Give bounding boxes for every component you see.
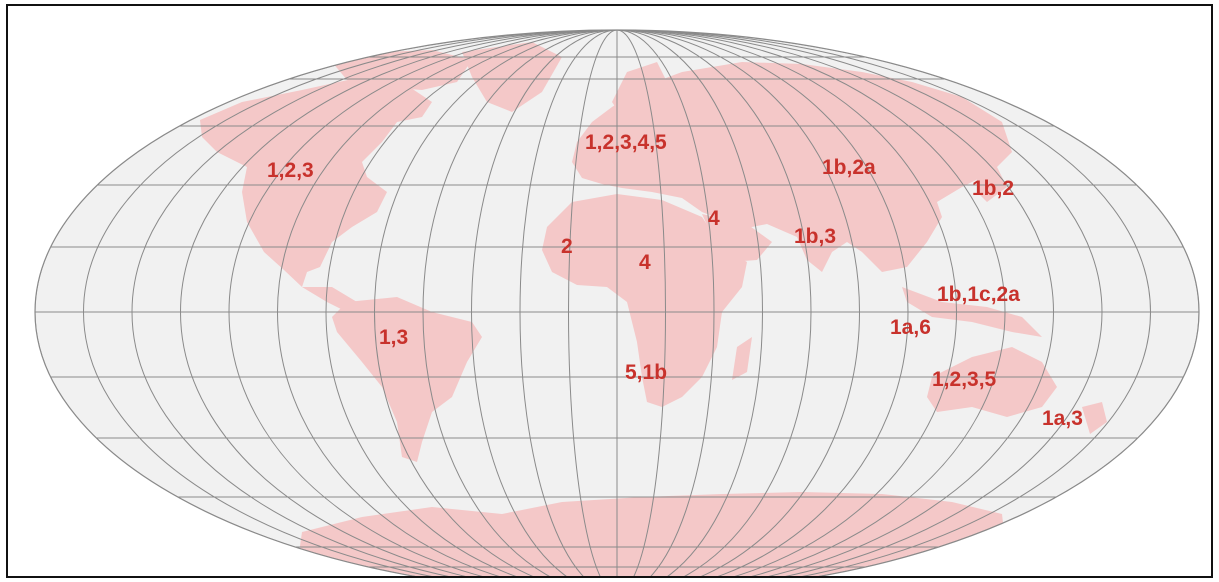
land-new-zealand <box>1082 402 1107 434</box>
meridian-line <box>228 30 1006 576</box>
land-scandinavia <box>612 62 667 117</box>
label-russia: 1b,2a <box>822 156 876 179</box>
land-australia <box>927 347 1057 417</box>
land-arabia <box>702 214 772 262</box>
region-labels: 1,2,3 1,2,3,4,5 1b,2a 1b,2 4 2 4 1b,3 1b… <box>267 131 1083 430</box>
meridian-line <box>568 30 666 576</box>
label-north-africa: 4 <box>639 251 651 274</box>
meridian-line <box>422 30 812 576</box>
label-indonesia: 1a,6 <box>890 316 931 339</box>
label-southern-africa: 5,1b <box>625 361 667 384</box>
label-australia: 1,2,3,5 <box>932 368 997 391</box>
map-frame: 1,2,3 1,2,3,4,5 1b,2a 1b,2 4 2 4 1b,3 1b… <box>6 4 1213 578</box>
label-south-america: 1,3 <box>379 326 408 349</box>
meridian-line <box>277 30 957 576</box>
meridian-line <box>83 30 1151 576</box>
land-eurasia <box>572 62 1012 272</box>
land-south-america <box>332 297 482 462</box>
label-middle-east: 4 <box>708 207 720 230</box>
label-europe: 1,2,3,4,5 <box>585 131 667 154</box>
label-west-africa: 2 <box>561 235 573 258</box>
meridian-line <box>374 30 860 576</box>
globe-outline <box>34 29 1200 576</box>
meridian-line <box>519 30 715 576</box>
label-new-zealand: 1a,3 <box>1042 407 1083 430</box>
label-south-asia: 1b,3 <box>794 225 836 248</box>
meridian-line <box>471 30 763 576</box>
label-southeast-asia: 1b,1c,2a <box>937 283 1020 306</box>
meridian-line <box>180 30 1054 576</box>
land-canada-islands <box>332 50 472 90</box>
label-north-america: 1,2,3 <box>267 159 314 182</box>
label-east-asia: 1b,2 <box>972 177 1014 200</box>
land-madagascar <box>732 337 752 380</box>
world-map: 1,2,3 1,2,3,4,5 1b,2a 1b,2 4 2 4 1b,3 1b… <box>34 29 1200 576</box>
meridian-line <box>131 30 1103 576</box>
land-north-america <box>200 78 432 287</box>
meridian-line <box>325 30 909 576</box>
